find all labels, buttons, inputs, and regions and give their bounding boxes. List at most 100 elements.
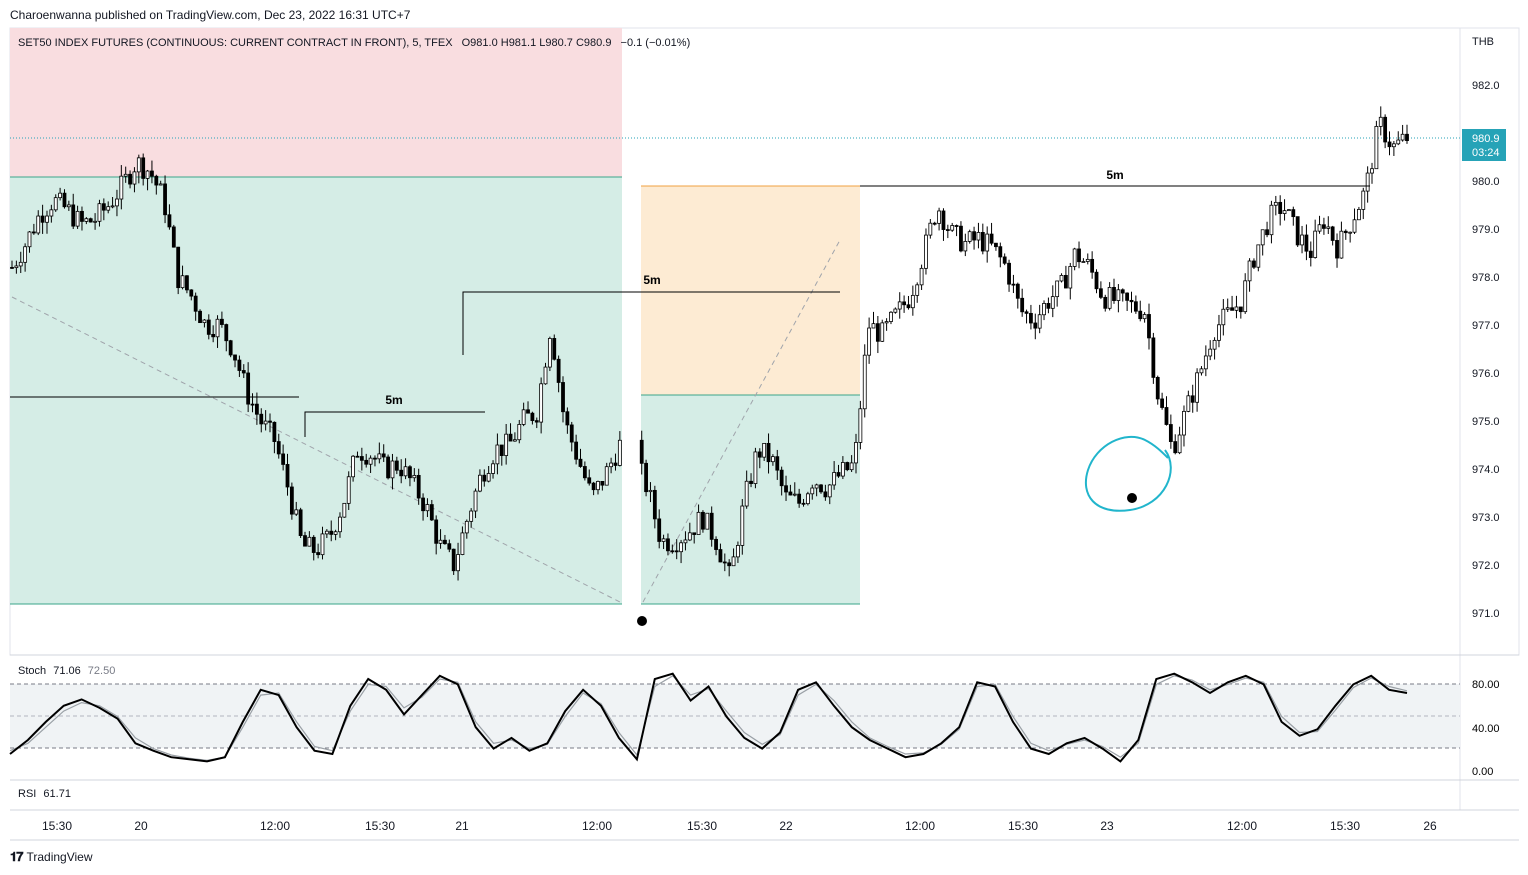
candle-body[interactable]: [906, 304, 911, 309]
red-target-zone[interactable]: [10, 28, 622, 177]
candle-body[interactable]: [998, 246, 1003, 258]
candle-body[interactable]: [1217, 324, 1221, 341]
candle-body[interactable]: [447, 543, 452, 550]
candle-body[interactable]: [556, 358, 561, 383]
candle-body[interactable]: [569, 424, 574, 443]
candle-body[interactable]: [460, 532, 465, 555]
candlestick-series[interactable]: [10, 106, 1409, 581]
candle-body[interactable]: [141, 157, 146, 179]
candle-body[interactable]: [924, 234, 928, 269]
candle-body[interactable]: [150, 170, 154, 177]
candle-body[interactable]: [692, 532, 697, 535]
candle-body[interactable]: [10, 266, 14, 269]
candle-body[interactable]: [154, 175, 159, 186]
candle-body[interactable]: [727, 562, 732, 567]
candle-body[interactable]: [1221, 308, 1226, 326]
candle-body[interactable]: [604, 466, 609, 486]
candle-body[interactable]: [456, 554, 460, 572]
candle-body[interactable]: [867, 327, 872, 356]
orange-target-zone[interactable]: [641, 186, 860, 395]
candle-body[interactable]: [491, 463, 495, 474]
candle-body[interactable]: [381, 453, 386, 458]
low-marker-dot[interactable]: [637, 616, 647, 626]
candle-body[interactable]: [648, 489, 653, 493]
candle-body[interactable]: [1177, 434, 1182, 454]
candle-body[interactable]: [171, 226, 176, 248]
candle-body[interactable]: [1238, 306, 1243, 313]
candle-body[interactable]: [989, 233, 994, 244]
candle-body[interactable]: [320, 533, 325, 556]
hand-drawn-circle[interactable]: [1084, 435, 1172, 512]
candle-body[interactable]: [740, 505, 745, 546]
candle-body[interactable]: [93, 220, 97, 223]
candle-body[interactable]: [136, 157, 141, 173]
candle-body[interactable]: [530, 412, 535, 422]
candle-body[interactable]: [1208, 348, 1213, 357]
low-marker-dot-2[interactable]: [1127, 493, 1137, 503]
candle-body[interactable]: [705, 512, 710, 530]
candle-body[interactable]: [928, 222, 933, 236]
candle-body[interactable]: [298, 509, 303, 536]
candle-body[interactable]: [932, 222, 937, 225]
candle-body[interactable]: [508, 433, 513, 442]
candle-body[interactable]: [1168, 424, 1173, 442]
candle-body[interactable]: [14, 265, 19, 269]
candle-body[interactable]: [609, 462, 614, 468]
candle-body[interactable]: [1374, 125, 1379, 170]
symbol-legend[interactable]: SET50 INDEX FUTURES (CONTINUOUS: CURRENT…: [18, 37, 690, 49]
candle-body[interactable]: [338, 516, 342, 533]
candle-body[interactable]: [696, 511, 701, 535]
candle-body[interactable]: [1330, 226, 1335, 241]
candle-body[interactable]: [994, 242, 998, 248]
candle-body[interactable]: [661, 538, 666, 542]
candle-body[interactable]: [246, 372, 251, 405]
candle-body[interactable]: [547, 338, 552, 368]
candle-body[interactable]: [1269, 204, 1274, 236]
candle-body[interactable]: [289, 486, 294, 515]
candle-body[interactable]: [797, 493, 802, 504]
candle-body[interactable]: [359, 456, 364, 461]
candle-body[interactable]: [893, 308, 898, 313]
candle-body[interactable]: [294, 509, 299, 515]
candle-body[interactable]: [478, 474, 482, 492]
left-5m-level[interactable]: [304, 411, 485, 437]
candle-body[interactable]: [674, 550, 679, 553]
candle-body[interactable]: [552, 338, 557, 360]
candle-body[interactable]: [31, 231, 36, 234]
candle-body[interactable]: [1015, 283, 1020, 299]
candle-body[interactable]: [823, 491, 828, 498]
candle-body[interactable]: [980, 232, 985, 252]
candle-body[interactable]: [307, 536, 312, 547]
rsi-legend[interactable]: RSI 61.71: [18, 788, 71, 800]
candle-body[interactable]: [23, 246, 28, 263]
candle-body[interactable]: [220, 318, 224, 325]
candle-body[interactable]: [390, 460, 395, 479]
candle-body[interactable]: [587, 477, 592, 484]
candle-body[interactable]: [884, 321, 889, 324]
candle-body[interactable]: [272, 421, 277, 442]
candle-body[interactable]: [416, 475, 421, 499]
candle-body[interactable]: [736, 545, 740, 558]
candle-body[interactable]: [718, 549, 723, 563]
candle-body[interactable]: [1317, 224, 1322, 232]
candle-body[interactable]: [106, 206, 111, 211]
candle-body[interactable]: [600, 480, 605, 486]
candle-body[interactable]: [1116, 289, 1121, 301]
candle-body[interactable]: [27, 231, 32, 248]
candle-body[interactable]: [1064, 274, 1068, 289]
candle-body[interactable]: [1343, 230, 1348, 234]
candle-body[interactable]: [316, 552, 321, 556]
candle-body[interactable]: [1348, 231, 1353, 234]
candle-body[interactable]: [84, 218, 89, 222]
candle-body[interactable]: [784, 485, 788, 493]
candle-body[interactable]: [722, 561, 727, 564]
candle-body[interactable]: [1072, 248, 1077, 267]
candle-body[interactable]: [351, 455, 355, 478]
candle-body[interactable]: [1002, 256, 1007, 264]
candle-body[interactable]: [1155, 376, 1160, 400]
candle-body[interactable]: [902, 301, 907, 306]
candle-body[interactable]: [66, 204, 71, 208]
candle-body[interactable]: [469, 510, 474, 522]
candle-body[interactable]: [49, 209, 54, 217]
